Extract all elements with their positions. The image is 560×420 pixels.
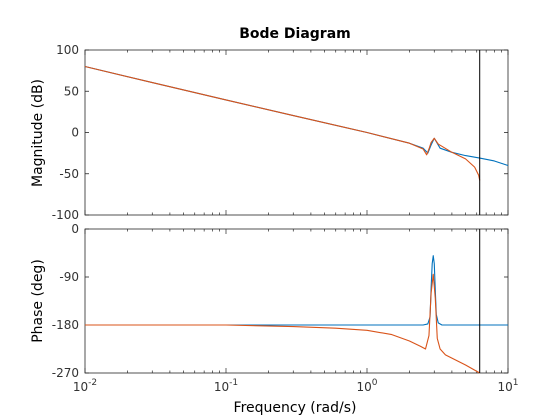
magnitude-y-tick-label: -50 bbox=[59, 167, 79, 181]
x-tick-label: 10-1 bbox=[214, 378, 238, 394]
x-axis-label: Frequency (rad/s) bbox=[234, 400, 357, 416]
phase-series-1-line bbox=[85, 255, 508, 326]
magnitude-y-tick-label: 50 bbox=[64, 84, 79, 98]
phase-y-tick-label: -180 bbox=[52, 318, 79, 332]
phase-axes-box bbox=[84, 228, 509, 374]
magnitude-y-tick-label: -100 bbox=[52, 208, 79, 222]
magnitude-series-2-line bbox=[84, 65, 481, 181]
magnitude-axes-box bbox=[84, 49, 509, 216]
x-tick-label: 100 bbox=[356, 378, 377, 394]
x-tick-label: 10-2 bbox=[73, 378, 97, 394]
phase-y-tick-label: -270 bbox=[52, 366, 79, 380]
magnitude-axis-label: Magnitude (dB) bbox=[30, 79, 46, 187]
chart-title: Bode Diagram bbox=[239, 26, 351, 42]
magnitude-y-tick-label: 0 bbox=[71, 126, 79, 140]
phase-y-tick-label: -90 bbox=[59, 270, 79, 284]
phase-axis-label: Phase (deg) bbox=[30, 259, 46, 343]
phase-y-tick-label: 0 bbox=[71, 222, 79, 236]
phase-series-2-line bbox=[85, 273, 480, 374]
magnitude-y-tick-label: 100 bbox=[56, 43, 79, 57]
x-tick-label: 101 bbox=[497, 378, 518, 394]
